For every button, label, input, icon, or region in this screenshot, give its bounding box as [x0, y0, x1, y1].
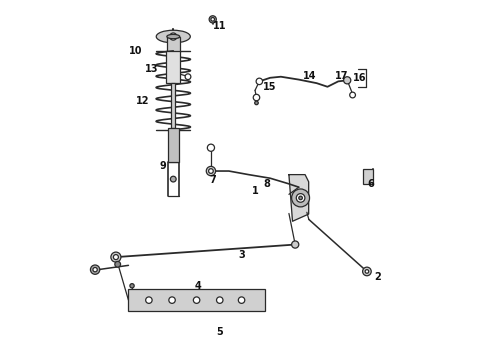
Text: 8: 8 — [263, 179, 270, 189]
Circle shape — [113, 255, 119, 260]
Circle shape — [365, 270, 368, 273]
Circle shape — [111, 252, 121, 262]
Ellipse shape — [156, 30, 190, 43]
Text: 4: 4 — [195, 281, 202, 291]
Circle shape — [255, 101, 258, 105]
Circle shape — [115, 261, 121, 267]
Circle shape — [211, 18, 215, 21]
Bar — [128, 289, 265, 311]
Text: 1: 1 — [252, 186, 259, 196]
Ellipse shape — [238, 297, 245, 303]
Circle shape — [93, 267, 97, 272]
Text: 10: 10 — [129, 46, 143, 56]
Circle shape — [253, 94, 260, 101]
Bar — [167, 37, 180, 51]
Circle shape — [171, 176, 176, 182]
Ellipse shape — [194, 297, 200, 303]
Circle shape — [350, 92, 355, 98]
Ellipse shape — [217, 297, 223, 303]
Circle shape — [170, 33, 177, 40]
Text: 17: 17 — [335, 71, 348, 81]
Text: 13: 13 — [145, 64, 158, 74]
Text: 15: 15 — [263, 82, 277, 92]
Circle shape — [185, 74, 191, 80]
Ellipse shape — [169, 297, 175, 303]
Bar — [168, 128, 179, 162]
Circle shape — [207, 144, 215, 151]
Text: 16: 16 — [353, 73, 367, 83]
Circle shape — [292, 241, 299, 248]
Circle shape — [296, 194, 305, 202]
Text: 9: 9 — [159, 161, 166, 171]
Circle shape — [130, 284, 134, 288]
Circle shape — [209, 169, 213, 174]
Circle shape — [299, 196, 302, 200]
Text: 6: 6 — [367, 179, 374, 189]
Circle shape — [91, 265, 100, 274]
Text: 7: 7 — [209, 175, 216, 185]
Text: 5: 5 — [217, 327, 223, 337]
Text: 11: 11 — [213, 21, 227, 31]
Text: 14: 14 — [303, 71, 317, 81]
Circle shape — [206, 166, 216, 176]
Bar — [167, 51, 180, 83]
Bar — [364, 169, 373, 184]
Text: 12: 12 — [136, 96, 149, 106]
Circle shape — [256, 78, 263, 85]
Ellipse shape — [167, 35, 180, 39]
Bar — [172, 83, 175, 128]
Circle shape — [292, 189, 310, 207]
Circle shape — [343, 77, 351, 84]
Text: 3: 3 — [238, 250, 245, 260]
Ellipse shape — [146, 297, 152, 303]
Circle shape — [363, 267, 371, 276]
Polygon shape — [289, 175, 309, 221]
Text: 2: 2 — [374, 272, 381, 282]
Circle shape — [209, 16, 216, 23]
